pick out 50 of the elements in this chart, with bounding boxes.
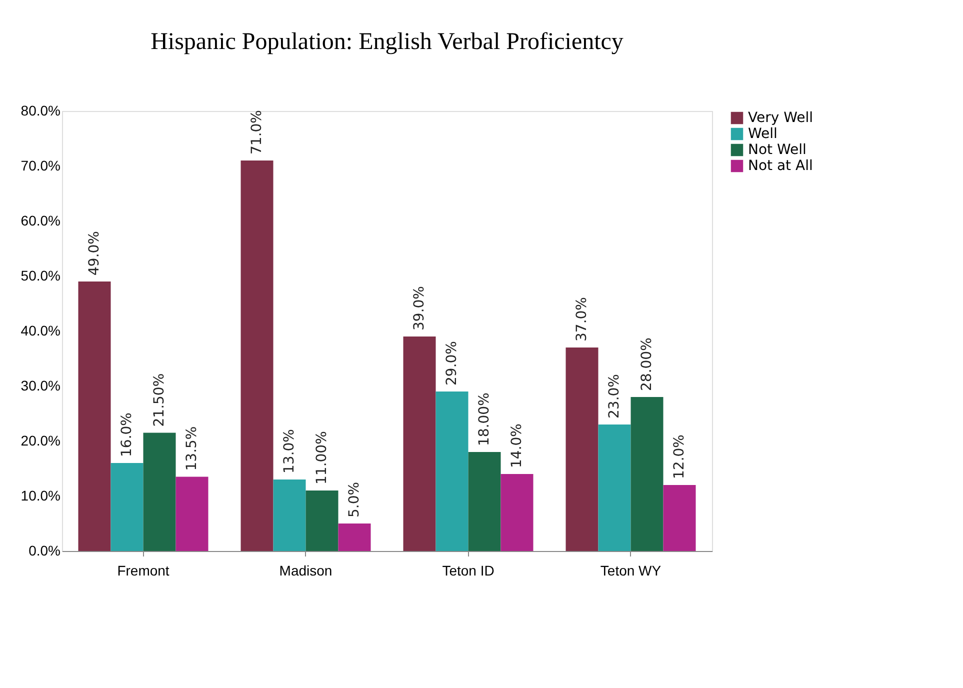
- bar: [240, 160, 274, 551]
- legend-label: Well: [748, 126, 778, 142]
- legend-label: Very Well: [748, 110, 814, 126]
- legend-label: Not Well: [748, 142, 806, 158]
- data-label: 71.0%: [249, 110, 265, 154]
- bar: [436, 392, 468, 551]
- data-label: 49.0%: [86, 231, 102, 276]
- legend-label: Not at All: [748, 158, 813, 174]
- data-label: 12.0%: [672, 434, 688, 479]
- y-tick-label: 20.0%: [20, 432, 60, 448]
- y-tick-label: 50.0%: [20, 268, 60, 284]
- bar: [110, 463, 144, 551]
- data-label: 21.50%: [152, 373, 168, 427]
- x-tick-label: Fremont: [117, 562, 170, 578]
- x-tick-label: Teton ID: [442, 562, 494, 578]
- data-label: 23.0%: [606, 374, 622, 418]
- data-label: 14.0%: [509, 424, 525, 468]
- y-tick-label: 10.0%: [20, 488, 60, 504]
- bar: [176, 476, 208, 551]
- y-tick-label: 80.0%: [20, 102, 60, 118]
- data-label: 18.00%: [476, 392, 492, 446]
- y-tick-label: 40.0%: [20, 322, 60, 338]
- bar: [663, 485, 696, 551]
- x-tick-label: Madison: [279, 562, 332, 578]
- bar: [468, 452, 501, 551]
- bar: [338, 524, 371, 551]
- y-tick-label: 70.0%: [20, 158, 60, 174]
- data-label: 13.0%: [282, 429, 298, 474]
- bar: [630, 397, 664, 551]
- bar: [78, 282, 111, 551]
- chart-title: Hispanic Population: English Verbal Proficientcy: [150, 29, 624, 55]
- y-tick-label: 0.0%: [28, 542, 60, 558]
- data-label: 13.5%: [184, 426, 200, 471]
- bar: [143, 432, 176, 551]
- data-label: 29.0%: [444, 341, 460, 386]
- bar: [306, 490, 338, 551]
- bar: [598, 424, 631, 551]
- data-label: 16.0%: [119, 412, 135, 457]
- y-tick-label: 60.0%: [20, 212, 60, 228]
- data-label: 39.0%: [412, 286, 428, 330]
- bar: [403, 336, 436, 551]
- data-label: 5.0%: [346, 482, 362, 518]
- data-label: 37.0%: [574, 297, 590, 342]
- bar: [566, 348, 598, 551]
- x-tick-label: Teton WY: [600, 562, 662, 578]
- y-tick-label: 30.0%: [20, 378, 60, 394]
- bar: [500, 474, 534, 551]
- data-label: 11.00%: [314, 431, 330, 484]
- bar: [273, 480, 306, 551]
- data-label: 28.00%: [639, 338, 655, 391]
